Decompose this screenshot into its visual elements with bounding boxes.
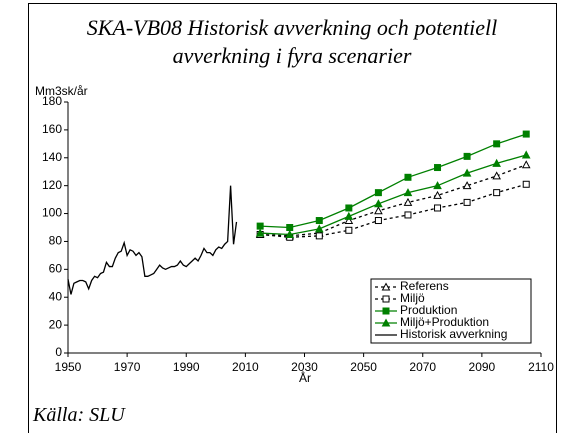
legend-box [370,278,532,344]
marker [256,222,264,230]
series-line [260,154,527,236]
marker [521,150,531,159]
legend-label: Miljö+Produktion [400,315,489,329]
marker [345,226,353,234]
marker [522,130,530,138]
legend-label: Referens [400,279,449,293]
marker [404,211,412,219]
marker [493,140,501,148]
marker [381,318,391,327]
marker [433,190,442,199]
x-tick-label: 2010 [232,360,259,374]
marker [434,204,442,212]
x-tick-label: 1950 [55,360,82,374]
x-tick-label: 2050 [350,360,377,374]
y-tick-label: 0 [55,345,62,359]
marker [374,206,383,215]
marker [374,199,383,208]
marker [403,188,413,197]
marker [492,158,501,167]
x-tick-label: 2070 [409,360,436,374]
y-tick-label: 80 [49,234,63,248]
marker [344,211,354,220]
x-tick-label: 1990 [173,360,200,374]
marker [314,224,324,233]
marker [382,307,390,315]
series-line [260,133,527,229]
y-tick-label: 140 [42,150,62,164]
marker [434,164,442,172]
y-tick-label: 160 [42,122,62,136]
y-axis-label: Mm3sk/år [35,84,88,98]
source-note: Källa: SLU [33,404,125,426]
marker [463,198,471,206]
marker [374,189,382,197]
y-tick-label: 40 [49,289,63,303]
marker [315,217,323,225]
marker [345,204,353,212]
marker [381,282,391,291]
y-tick-label: 60 [49,262,63,276]
y-tick-label: 120 [42,178,62,192]
marker [522,180,530,188]
marker [255,228,265,237]
marker [286,224,294,231]
marker [404,173,412,181]
marker [374,217,382,225]
marker [493,189,501,197]
marker [344,215,354,225]
marker [492,171,501,180]
y-tick-label: 100 [42,206,62,220]
series-line [260,164,527,237]
marker [462,168,472,177]
x-tick-label: 2030 [291,360,318,374]
marker [403,197,413,206]
series-line [260,183,527,238]
x-tick-label: 2110 [528,360,554,374]
y-tick-label: 20 [49,317,63,331]
x-tick-label: 2090 [469,360,496,374]
marker [462,181,472,190]
y-tick-label: 180 [42,94,62,108]
legend-label: Historisk avverkning [400,327,507,341]
marker [382,295,390,303]
series-line [67,185,238,295]
chart-title: SKA-VB08 Historisk avverkning och potent… [86,15,498,68]
marker [433,181,442,190]
marker [463,152,471,160]
x-tick-label: 1970 [114,360,141,374]
marker [285,229,295,238]
frame [28,3,557,433]
marker [521,160,531,169]
legend-label: Produktion [400,303,457,317]
legend-label: Miljö [400,291,425,305]
x-axis-label: År [299,370,311,385]
marker [315,232,323,240]
